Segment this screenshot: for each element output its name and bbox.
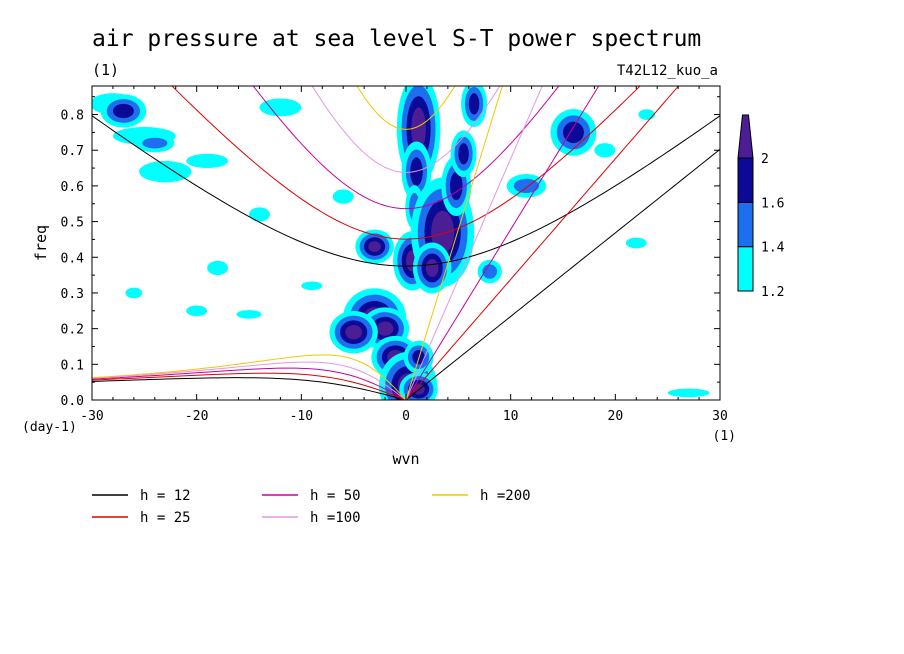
power-blob-4-level-1.2 bbox=[139, 160, 192, 183]
power-blob-12-level-2 bbox=[368, 241, 381, 252]
y-unit-label: (day-1) bbox=[22, 420, 77, 435]
x-axis-label: wvn bbox=[392, 450, 419, 468]
power-blob-17-level-2 bbox=[431, 210, 455, 254]
axes: -30 -20 -10 0 10 20 30 0.0 0.1 0.2 0.3 0.4 0.5 0.6 0.7… bbox=[61, 86, 728, 424]
power-blob-5-level-1.2 bbox=[186, 153, 229, 169]
power-blob-3-level-1.4 bbox=[142, 137, 168, 149]
x-unit-label: (1) bbox=[713, 429, 736, 444]
gravity-curve-h50 bbox=[252, 86, 560, 210]
power-blob-36-level-1.2 bbox=[301, 281, 323, 291]
rossby-curve-h100 bbox=[92, 361, 407, 400]
colorbar-arrow bbox=[737, 114, 754, 159]
x-tick-label-0: -30 bbox=[80, 409, 103, 424]
x-tick-label-5: 20 bbox=[608, 409, 624, 424]
power-blob-11-level-1.2 bbox=[125, 287, 143, 299]
rossby-curve-h12 bbox=[92, 377, 407, 400]
rossby-curve-h200 bbox=[92, 354, 407, 400]
y-tick-label-1: 0.1 bbox=[61, 358, 84, 373]
power-blob-8-level-1.2 bbox=[332, 189, 354, 204]
power-blob-7-level-1.2 bbox=[249, 207, 270, 222]
y-tick-label-8: 0.8 bbox=[61, 109, 84, 124]
dispersion-curves bbox=[92, 86, 720, 400]
power-blob-25-level-2 bbox=[345, 325, 363, 340]
colorbar-label-0: 1.2 bbox=[761, 285, 784, 300]
kelvin-curve-h25 bbox=[405, 86, 680, 400]
power-blob-35-level-1.2 bbox=[236, 310, 262, 319]
x-tick-label-6: 30 bbox=[712, 409, 728, 424]
kelvin-curve-h50 bbox=[405, 86, 600, 400]
power-blob-13-level-2 bbox=[411, 107, 426, 151]
power-blob-1-level-1.6 bbox=[112, 103, 134, 119]
power-blob-19-level-1.6 bbox=[458, 143, 469, 165]
power-blob-9-level-1.2 bbox=[207, 260, 229, 276]
y-axis-label: freq bbox=[32, 225, 50, 261]
power-blob-32-level-1.2 bbox=[594, 143, 616, 158]
power-blob-18-level-1.6 bbox=[449, 171, 463, 201]
gravity-curve-h12 bbox=[92, 115, 720, 267]
power-blob-21-level-2 bbox=[425, 259, 439, 277]
legend-label-h50: h = 50 bbox=[310, 488, 361, 504]
y-tick-label-3: 0.3 bbox=[61, 287, 84, 302]
y-tick-label-7: 0.7 bbox=[61, 144, 84, 159]
kelvin-curve-h200 bbox=[405, 86, 503, 400]
y-tick-label-4: 0.4 bbox=[61, 251, 85, 266]
rossby-curve-h50 bbox=[92, 367, 407, 400]
chart-subtitle: (1) bbox=[92, 61, 119, 79]
power-blob-31-level-1.6 bbox=[563, 121, 584, 144]
y-tick-label-5: 0.5 bbox=[61, 216, 84, 231]
x-tick-label-3: 0 bbox=[402, 409, 410, 424]
power-blob-10-level-1.2 bbox=[186, 305, 208, 317]
kelvin-curve-h12 bbox=[405, 148, 720, 400]
y-tick-label-6: 0.6 bbox=[61, 180, 84, 195]
legend-label-h100: h =100 bbox=[310, 510, 361, 526]
x-tick-label-4: 10 bbox=[503, 409, 519, 424]
power-blob-37-level-1.2 bbox=[625, 237, 647, 249]
legend: h = 12 h = 25 h = 50 h =100 h =200 bbox=[92, 488, 531, 526]
power-blob-6-level-1.2 bbox=[259, 98, 302, 117]
colorbar-swatch-2 bbox=[737, 157, 754, 203]
colorbar-label-3: 2 bbox=[761, 152, 769, 167]
legend-label-h200: h =200 bbox=[480, 488, 531, 504]
gravity-curve-h200 bbox=[356, 86, 456, 130]
y-tick-label-2: 0.2 bbox=[61, 323, 84, 338]
power-blob-22-level-1.4 bbox=[482, 264, 498, 279]
power-blob-34-level-1.2 bbox=[667, 388, 710, 398]
colorbar-label-1: 1.4 bbox=[761, 241, 785, 256]
colorbar: 1.2 1.4 1.6 2 bbox=[737, 114, 785, 300]
power-blob-24-level-2 bbox=[376, 321, 394, 336]
legend-label-h25: h = 25 bbox=[140, 510, 191, 526]
power-contours bbox=[92, 86, 710, 400]
x-tick-label-1: -20 bbox=[185, 409, 208, 424]
colorbar-label-2: 1.6 bbox=[761, 196, 784, 211]
colorbar-swatch-1 bbox=[737, 201, 754, 248]
gravity-curve-h100 bbox=[311, 86, 501, 173]
colorbar-swatch-0 bbox=[737, 246, 754, 292]
rossby-curve-h25 bbox=[92, 372, 407, 400]
power-blob-20-level-1.6 bbox=[468, 93, 480, 115]
x-tick-label-2: -10 bbox=[290, 409, 313, 424]
gravity-curve-h25 bbox=[171, 86, 641, 240]
kelvin-curve-h100 bbox=[405, 86, 543, 400]
power-blob-33-level-1.2 bbox=[638, 109, 656, 120]
y-tick-label-0: 0.0 bbox=[61, 394, 84, 409]
run-label: T42L12_kuo_a bbox=[617, 63, 718, 79]
legend-label-h12: h = 12 bbox=[140, 488, 191, 504]
chart-title: air pressure at sea level S-T power spec… bbox=[92, 26, 701, 52]
power-blob-29-level-1.6 bbox=[412, 350, 425, 365]
